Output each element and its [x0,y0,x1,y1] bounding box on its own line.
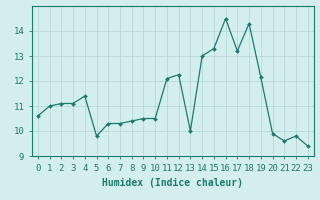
X-axis label: Humidex (Indice chaleur): Humidex (Indice chaleur) [102,178,243,188]
